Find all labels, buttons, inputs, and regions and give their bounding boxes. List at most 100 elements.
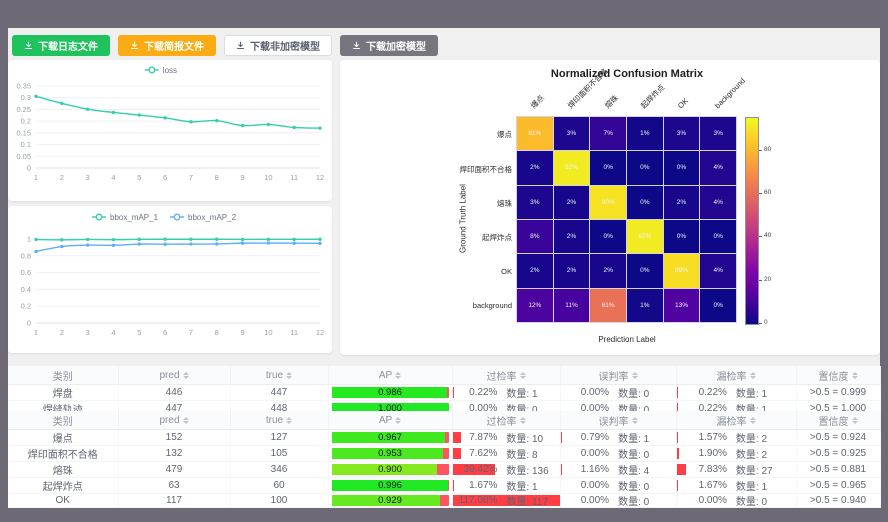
svg-text:bbox_mAP_2: bbox_mAP_2 bbox=[188, 213, 237, 222]
svg-text:0.15: 0.15 bbox=[16, 128, 31, 137]
svg-text:0.35: 0.35 bbox=[16, 82, 31, 91]
matrix-cell: 4% bbox=[700, 254, 736, 288]
bbox-map-chart-card: 0 0.2 0.4 0.6 0.8 1 1 2 3 4 5 6 7 8 9 10 11 12 bbox_mAP_1 b… bbox=[8, 206, 332, 353]
matrix-cell: 2% bbox=[590, 254, 626, 288]
matrix-cell: 81% bbox=[517, 117, 553, 151]
rate-percent: 0.00% bbox=[580, 495, 610, 506]
column-header-AP[interactable]: AP bbox=[328, 366, 453, 385]
column-header-漏检率[interactable]: 漏检率 bbox=[676, 411, 797, 430]
over-detect-cell: 1.67% 数量: 1 bbox=[452, 477, 561, 494]
ap-value: 0.900 bbox=[378, 464, 402, 475]
matrix-cell-value: 2% bbox=[603, 267, 613, 275]
rate-count: 数量: 0 bbox=[497, 401, 559, 416]
sort-icon[interactable] bbox=[519, 416, 526, 424]
matrix-cell-value: 2% bbox=[530, 267, 540, 275]
rate-count: 数量: 0 bbox=[618, 482, 650, 493]
download-log-button[interactable]: 下载日志文件 bbox=[12, 35, 110, 56]
download-report-button[interactable]: 下载简报文件 bbox=[118, 35, 216, 56]
matrix-cell: 8% bbox=[517, 220, 553, 254]
download-log-label: 下载日志文件 bbox=[38, 42, 98, 53]
rate-bar bbox=[452, 480, 455, 491]
sort-icon[interactable] bbox=[749, 371, 756, 379]
ap-bar-fill bbox=[331, 403, 449, 414]
svg-text:0.2: 0.2 bbox=[21, 117, 31, 126]
column-header-误判率[interactable]: 误判率 bbox=[560, 366, 677, 385]
rate-bar bbox=[676, 464, 686, 475]
matrix-cell: 4% bbox=[700, 185, 736, 219]
sort-icon[interactable] bbox=[519, 371, 526, 379]
column-header-true[interactable]: true bbox=[230, 366, 329, 385]
misjudge-cell: 1.16% 数量: 4 bbox=[560, 461, 677, 478]
ap-bar: 0.986 bbox=[331, 387, 449, 398]
column-header-置信度[interactable]: 置信度 bbox=[796, 366, 881, 385]
column-header-过检率[interactable]: 过检率 bbox=[452, 366, 561, 385]
misjudge-cell: 0.79% 数量: 1 bbox=[560, 429, 677, 446]
ap-bar: 0.996 bbox=[331, 480, 449, 491]
column-label: 过检率 bbox=[486, 371, 517, 383]
matrix-cell-value: 0% bbox=[713, 301, 723, 309]
rate-bar bbox=[452, 464, 495, 475]
svg-text:0.6: 0.6 bbox=[21, 268, 31, 277]
matrix-cell-value: 1% bbox=[640, 301, 650, 309]
matrix-cell-value: 81% bbox=[528, 130, 542, 138]
svg-text:6: 6 bbox=[163, 173, 167, 182]
rate-count: 数量: 1 bbox=[735, 389, 768, 400]
matrix-cell: 92% bbox=[627, 220, 663, 254]
matrix-cell-value: 4% bbox=[713, 164, 723, 172]
download-encrypted-model-button[interactable]: 下载加密模型 bbox=[340, 35, 438, 56]
column-header-true[interactable]: true bbox=[230, 411, 329, 430]
matrix-cell: 90% bbox=[590, 185, 626, 219]
download-plain-model-button[interactable]: 下载非加密模型 bbox=[224, 35, 332, 56]
sort-icon[interactable] bbox=[851, 416, 858, 424]
matrix-cell-value: 2% bbox=[566, 233, 577, 241]
sort-icon[interactable] bbox=[286, 416, 293, 424]
rate-percent: 7.83% bbox=[698, 464, 727, 475]
column-label: true bbox=[265, 369, 284, 381]
matrix-row-label: 爆点 bbox=[497, 130, 512, 140]
column-header-漏检率[interactable]: 漏检率 bbox=[676, 366, 797, 385]
column-header-类别: 类别 bbox=[8, 366, 119, 385]
column-label: 误判率 bbox=[598, 371, 629, 383]
column-header-置信度[interactable]: 置信度 bbox=[796, 411, 881, 430]
sort-icon[interactable] bbox=[395, 416, 402, 424]
sort-icon[interactable] bbox=[286, 371, 293, 379]
sort-icon[interactable] bbox=[182, 371, 189, 379]
svg-text:1: 1 bbox=[34, 173, 38, 182]
matrix-cell: 0% bbox=[627, 254, 663, 288]
sort-icon[interactable] bbox=[631, 416, 638, 424]
ap-cell: 0.967 bbox=[328, 429, 453, 446]
rate-bar bbox=[452, 387, 454, 398]
table-row: 焊印面积不合格 132 105 0.953 7.62% 数量: 8 0.00% 数量: 0 1.… bbox=[8, 445, 881, 462]
column-header-pred[interactable]: pred bbox=[118, 411, 231, 430]
sort-icon[interactable] bbox=[851, 371, 858, 379]
missed-cell: 0.22% 数量: 1 bbox=[676, 384, 797, 401]
matrix-row-label: 起焊炸点 bbox=[482, 233, 512, 243]
column-header-误判率[interactable]: 误判率 bbox=[560, 411, 677, 430]
matrix-row-label: background bbox=[472, 300, 512, 310]
matrix-cell: 0% bbox=[663, 151, 700, 185]
sort-icon[interactable] bbox=[631, 371, 638, 379]
ap-bar: 0.900 bbox=[331, 464, 449, 475]
svg-text:4: 4 bbox=[111, 328, 115, 337]
svg-text:0.3: 0.3 bbox=[21, 93, 31, 102]
sort-icon[interactable] bbox=[395, 371, 402, 379]
over-detect-cell: 0.22% 数量: 1 bbox=[452, 384, 561, 401]
column-header-过检率[interactable]: 过检率 bbox=[452, 411, 561, 430]
rate-count: 数量: 0 bbox=[618, 389, 650, 400]
sort-icon[interactable] bbox=[182, 416, 189, 424]
rate-count: 数量: 8 bbox=[506, 450, 538, 461]
rate-count: 数量: 1 bbox=[735, 482, 768, 493]
svg-text:10: 10 bbox=[264, 328, 272, 337]
download-icon bbox=[130, 41, 139, 50]
colorbar-tick bbox=[759, 149, 762, 151]
matrix-title: Normalized Confusion Matrix bbox=[550, 68, 704, 80]
missed-cell: 1.67% 数量: 1 bbox=[676, 477, 797, 494]
rate-count: 数量: 117 bbox=[506, 497, 548, 508]
column-header-pred[interactable]: pred bbox=[118, 366, 231, 385]
rate-percent: 1.57% bbox=[698, 432, 727, 443]
missed-cell: 0.00% 数量: 0 bbox=[676, 493, 797, 508]
sort-icon[interactable] bbox=[749, 416, 756, 424]
column-header-AP[interactable]: AP bbox=[328, 411, 453, 430]
matrix-cell: 2% bbox=[553, 220, 590, 254]
rate-percent: 0.00% bbox=[580, 387, 610, 398]
